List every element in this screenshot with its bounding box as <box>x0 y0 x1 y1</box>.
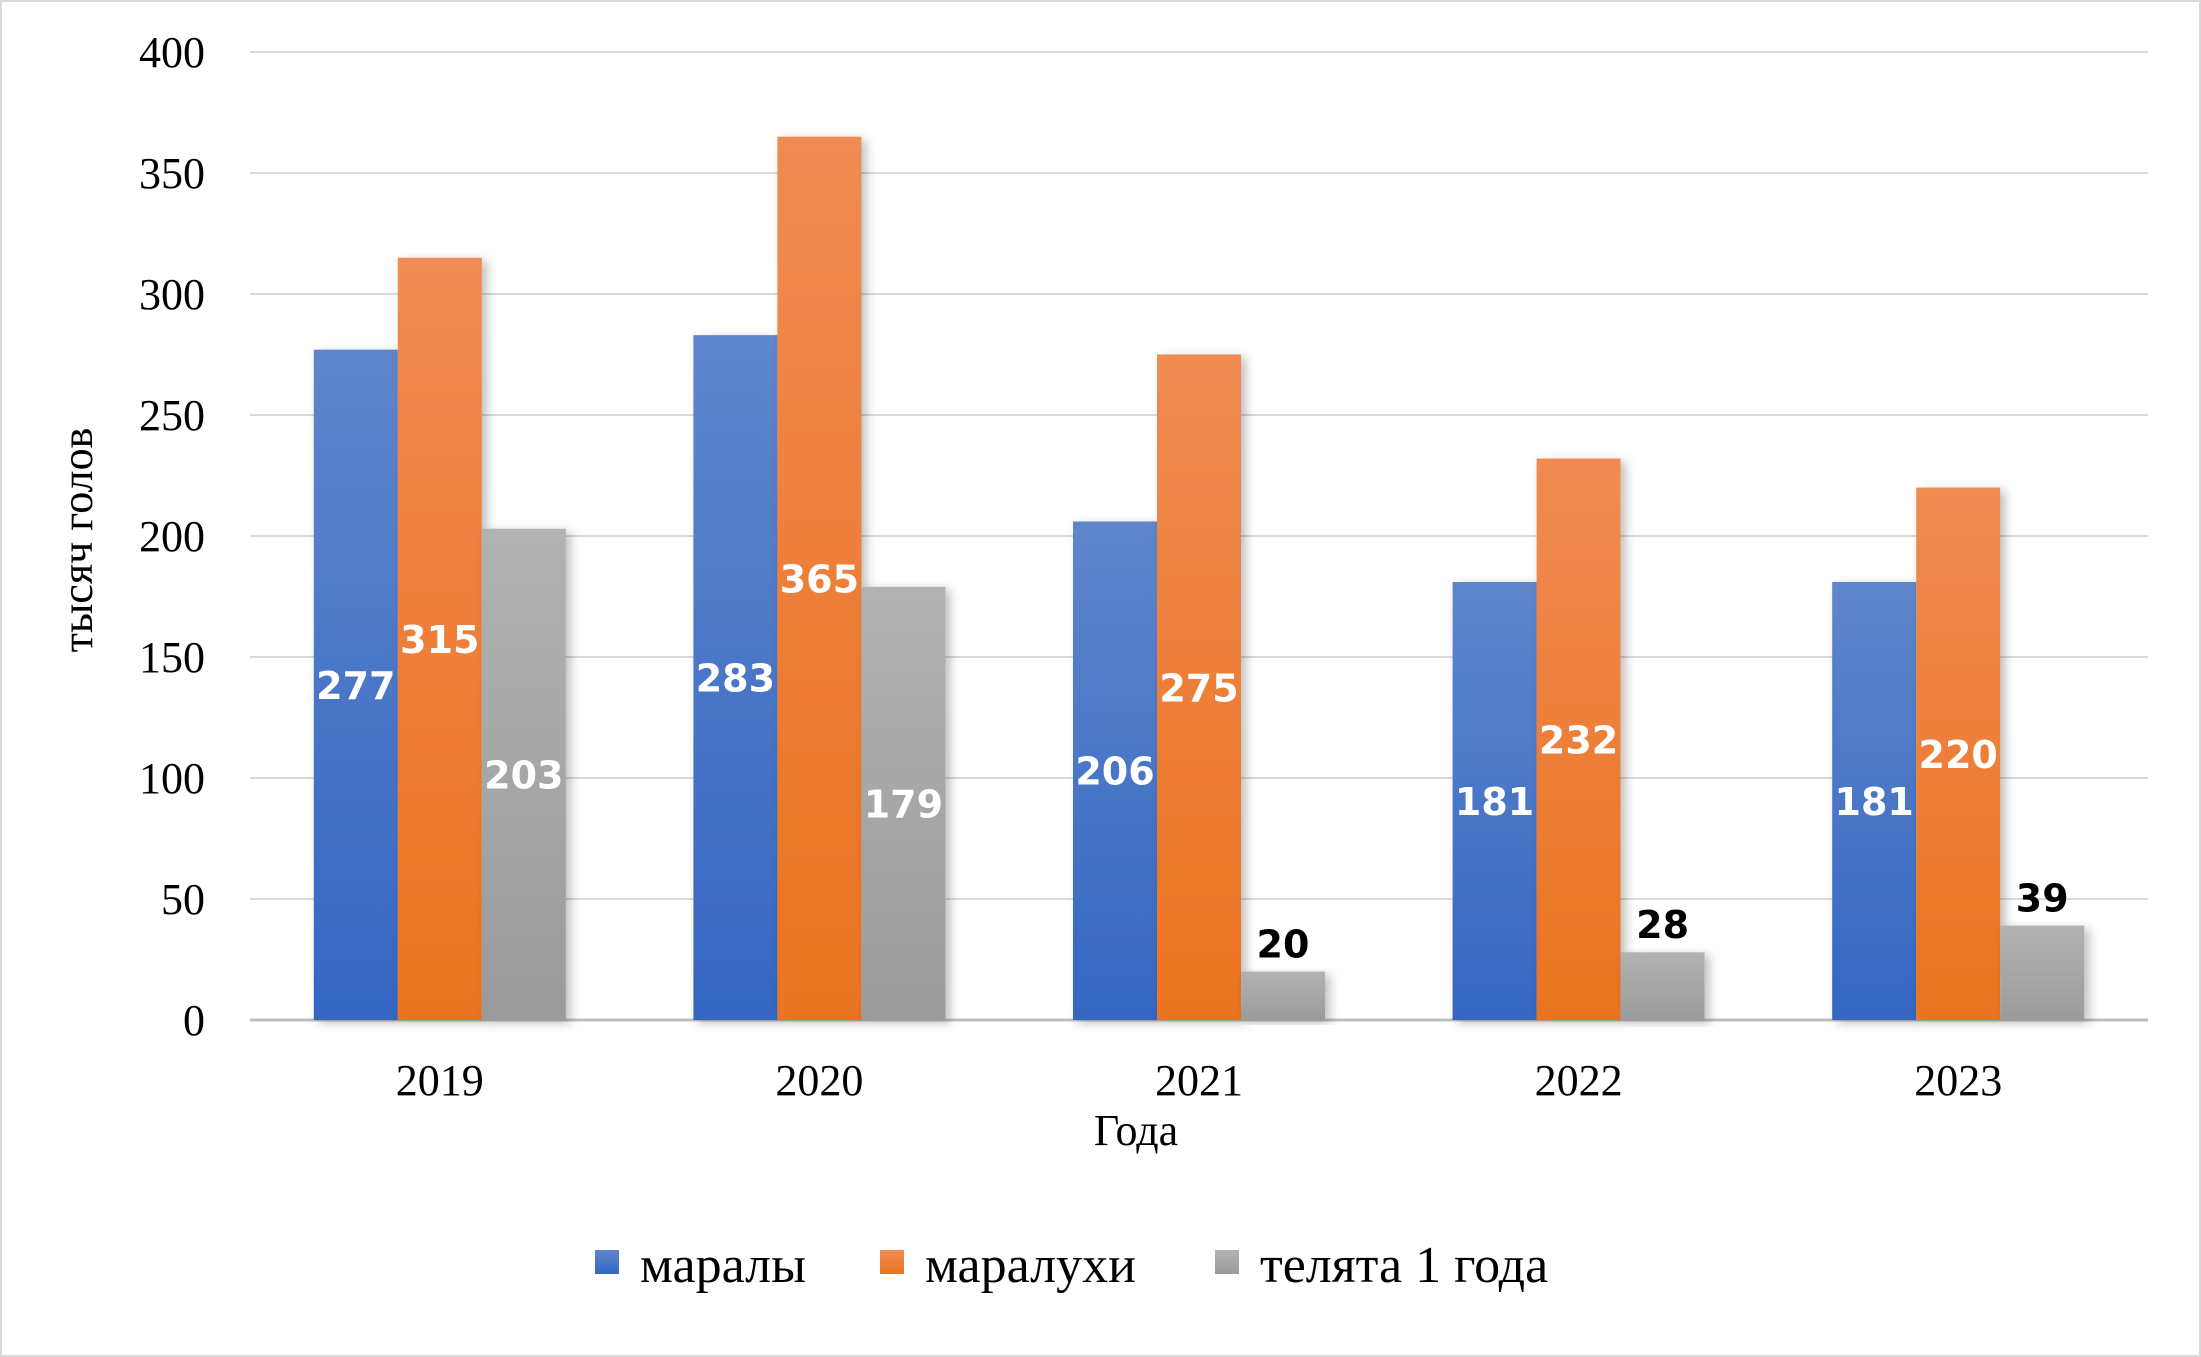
data-label: 181 <box>1455 780 1534 824</box>
data-label: 39 <box>2016 877 2069 921</box>
legend-swatch-1 <box>880 1250 904 1274</box>
x-tick-label: 2022 <box>1535 1056 1623 1105</box>
data-label: 315 <box>400 618 479 662</box>
data-label: 220 <box>1919 733 1998 777</box>
x-tick-label: 2019 <box>396 1056 484 1105</box>
x-tick-label: 2023 <box>1914 1056 2002 1105</box>
bar-маралухи-2021 <box>1157 354 1241 1020</box>
data-label: 179 <box>864 782 943 826</box>
legend-label-1: маралухи <box>925 1237 1136 1294</box>
bar-маралухи-2019 <box>397 257 482 1020</box>
y-tick-label: 50 <box>161 875 205 924</box>
bar-маралухи-2020 <box>777 136 862 1020</box>
data-label: 203 <box>484 753 563 797</box>
data-label: 232 <box>1539 718 1618 762</box>
legend: маралы маралухи телята 1 года <box>595 1237 1548 1294</box>
bar-маралы-2019 <box>313 349 398 1020</box>
y-tick-label: 350 <box>139 149 205 198</box>
bar-телята-1-года-2022 <box>1620 952 1705 1020</box>
data-label: 28 <box>1636 903 1689 947</box>
bar-телята-1-года-2019 <box>481 528 566 1020</box>
data-label: 365 <box>780 557 859 601</box>
legend-swatch-0 <box>595 1250 619 1274</box>
y-tick-label: 200 <box>139 512 205 561</box>
data-label: 20 <box>1257 923 1310 967</box>
data-label: 283 <box>696 657 775 701</box>
legend-swatch-2 <box>1215 1250 1239 1274</box>
legend-label-0: маралы <box>640 1237 806 1294</box>
y-tick-label: 0 <box>183 996 205 1045</box>
legend-label-2: телята 1 года <box>1260 1237 1548 1294</box>
bar-телята-1-года-2021 <box>1241 971 1325 1020</box>
y-axis-title: тысяч голов <box>53 428 102 653</box>
y-tick-label: 250 <box>139 391 205 440</box>
bar-маралы-2021 <box>1073 521 1157 1020</box>
data-label: 181 <box>1835 780 1914 824</box>
x-tick-label: 2021 <box>1155 1056 1243 1105</box>
bar-маралы-2023 <box>1832 581 1917 1020</box>
bar-телята-1-года-2020 <box>861 586 946 1020</box>
data-label: 277 <box>316 664 395 708</box>
y-tick-label: 100 <box>139 754 205 803</box>
x-axis-title: Года <box>1094 1106 1178 1155</box>
y-tick-label: 150 <box>139 633 205 682</box>
bar-маралухи-2023 <box>1916 487 2001 1021</box>
data-label: 275 <box>1159 666 1238 710</box>
y-tick-label: 400 <box>139 28 205 77</box>
bar-маралы-2022 <box>1452 581 1537 1020</box>
bar-маралы-2020 <box>693 335 778 1020</box>
y-tick-label: 300 <box>139 270 205 319</box>
data-label: 206 <box>1075 750 1154 794</box>
bar-маралухи-2022 <box>1536 458 1621 1020</box>
bar-телята-1-года-2023 <box>2000 925 2085 1020</box>
x-tick-label: 2020 <box>775 1056 863 1105</box>
